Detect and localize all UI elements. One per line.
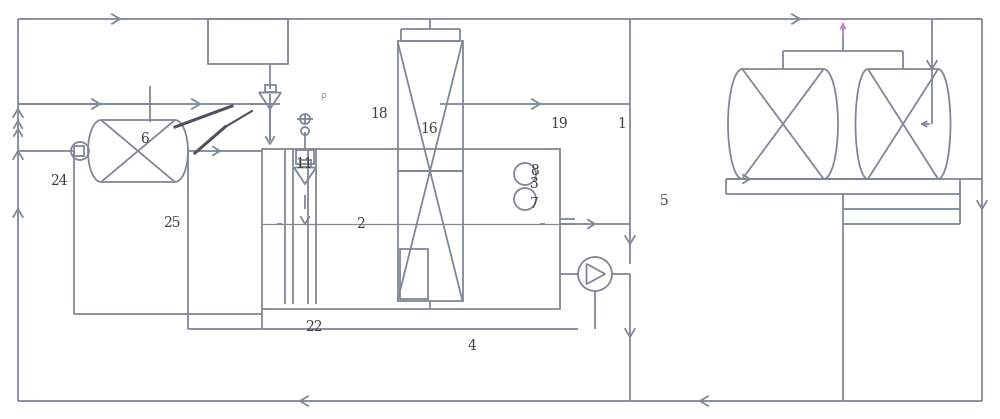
Bar [400, 249, 428, 299]
Text: 1: 1 [617, 117, 626, 131]
Text: 5: 5 [660, 194, 669, 208]
Bar [296, 150, 314, 164]
Text: 11: 11 [295, 157, 313, 171]
Text: 25: 25 [163, 216, 180, 230]
Bar [300, 160, 310, 168]
Text: 18: 18 [370, 107, 388, 121]
Text: 2: 2 [356, 217, 365, 231]
Text: 19: 19 [550, 117, 568, 131]
Text: 4: 4 [468, 339, 477, 353]
Bar [262, 149, 560, 309]
Text: 16: 16 [420, 122, 438, 136]
Text: 7: 7 [530, 197, 539, 211]
Text: 24: 24 [50, 174, 68, 188]
Text: 8: 8 [530, 164, 539, 178]
Text: 6: 6 [140, 132, 149, 146]
Text: ρ: ρ [320, 91, 326, 101]
Bar [74, 146, 84, 156]
Bar [398, 41, 462, 301]
Text: 3: 3 [530, 177, 539, 191]
Bar [264, 85, 276, 93]
Text: 22: 22 [305, 320, 322, 334]
Bar [208, 19, 288, 64]
